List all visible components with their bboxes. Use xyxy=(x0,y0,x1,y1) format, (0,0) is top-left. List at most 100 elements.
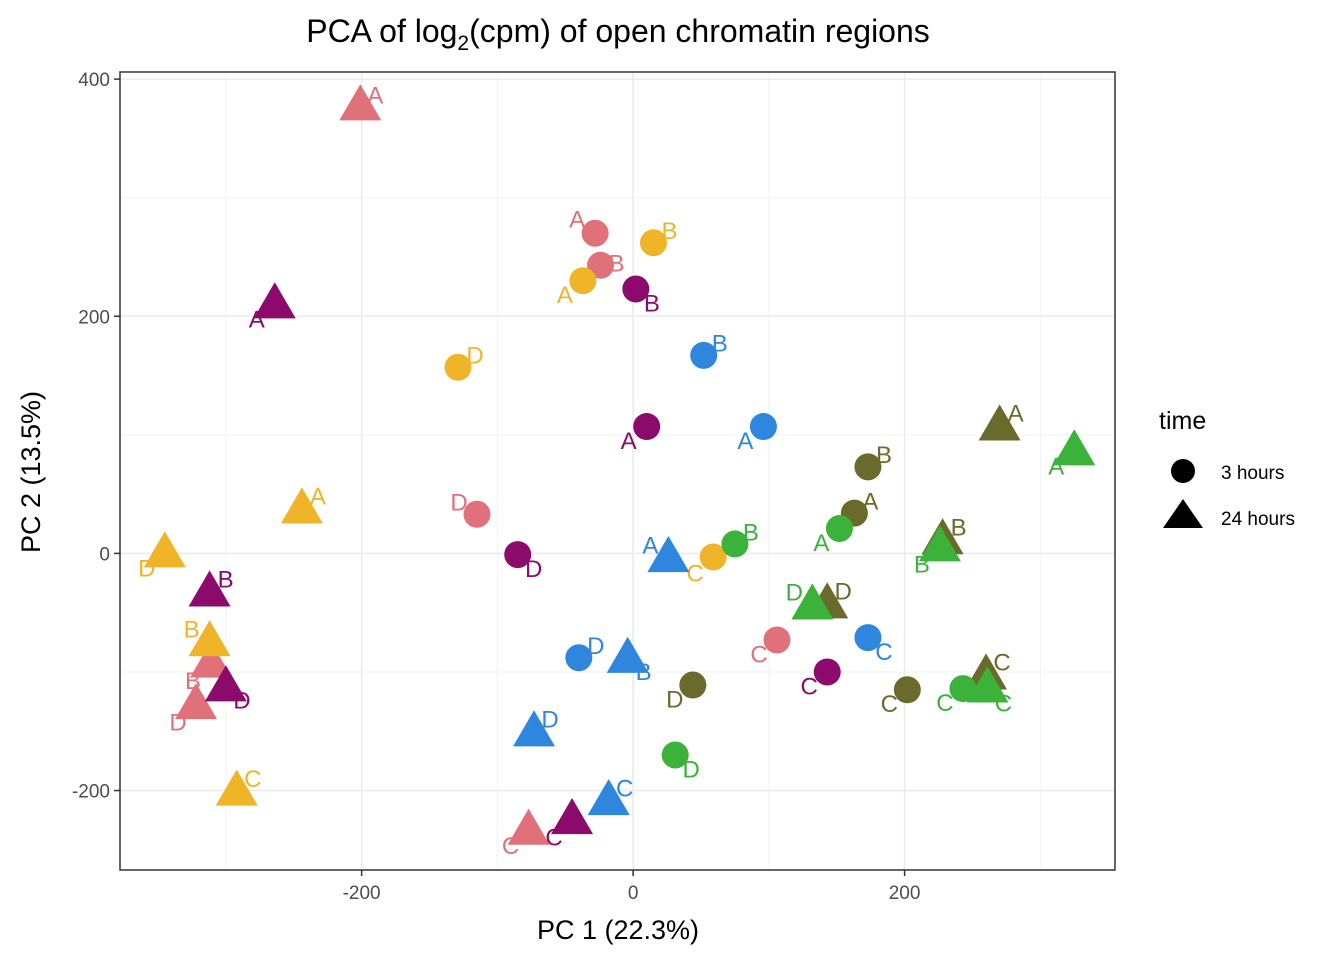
point-triangle xyxy=(507,808,550,845)
point-label: B xyxy=(951,515,967,542)
title-main: PCA of log xyxy=(306,13,457,49)
point-circle xyxy=(749,413,777,441)
point-label: D xyxy=(138,556,155,583)
legend-label-24-hours: 24 hours xyxy=(1221,509,1295,530)
point-circle xyxy=(721,530,749,558)
point-label: D xyxy=(587,633,604,660)
gridlines xyxy=(120,72,1115,870)
point-triangle xyxy=(204,665,247,702)
point-circle xyxy=(622,275,650,303)
point-circle xyxy=(825,515,853,543)
point-label: D xyxy=(541,707,558,734)
point-label: B xyxy=(876,442,892,469)
legend-triangle-symbol xyxy=(1163,499,1203,528)
point-label: A xyxy=(569,207,585,234)
point-label: D xyxy=(169,709,186,736)
point-label: D xyxy=(835,579,852,606)
point-circle xyxy=(854,624,882,652)
x-tick-label: 200 xyxy=(889,883,921,904)
point-label: D xyxy=(525,556,542,583)
point-circle xyxy=(633,413,661,441)
point-label: C xyxy=(750,641,767,668)
point-label: C xyxy=(995,691,1012,718)
point-triangle xyxy=(587,779,630,816)
point-label: B xyxy=(743,519,759,546)
point-triangle xyxy=(188,570,231,607)
point-label: C xyxy=(993,650,1010,677)
point-triangle xyxy=(339,84,382,121)
point-circle xyxy=(854,453,882,481)
point-circle xyxy=(893,676,921,704)
point-label: C xyxy=(616,775,633,802)
point-circle xyxy=(813,658,841,686)
x-axis-ticks: -200 0 200 xyxy=(343,870,921,904)
point-circle xyxy=(949,675,977,703)
legend-circle-symbol xyxy=(1171,459,1195,483)
point-circle xyxy=(690,341,718,369)
point-circle xyxy=(763,626,791,654)
point-triangle xyxy=(175,682,218,720)
point-label: A xyxy=(737,428,753,455)
y-axis-title: PC 2 (13.5%) xyxy=(16,391,46,553)
point-circle xyxy=(463,500,491,528)
point-label: D xyxy=(786,580,803,607)
point-label: C xyxy=(502,833,519,860)
point-triangle xyxy=(978,404,1021,441)
y-tick-label: 200 xyxy=(78,307,110,328)
point-label: C xyxy=(936,690,953,717)
point-circle xyxy=(679,671,707,699)
chart-title: PCA of log2(cpm) of open chromatin regio… xyxy=(306,13,930,55)
point-label: B xyxy=(644,290,660,317)
point-label: A xyxy=(621,428,637,455)
point-circle xyxy=(444,353,472,381)
legend-title: time xyxy=(1159,407,1206,435)
point-label: A xyxy=(557,282,573,309)
point-circle xyxy=(699,543,727,571)
point-label: A xyxy=(1008,401,1024,428)
x-tick-label: -200 xyxy=(343,883,381,904)
point-label: A xyxy=(642,532,658,559)
point-label: C xyxy=(801,673,818,700)
x-tick-label: 0 xyxy=(628,883,639,904)
point-label: C xyxy=(875,639,892,666)
y-tick-label: 400 xyxy=(78,70,110,91)
point-label: A xyxy=(367,83,383,110)
point-circle xyxy=(639,229,667,257)
point-triangle xyxy=(918,525,961,562)
point-label: B xyxy=(609,251,625,278)
point-label: B xyxy=(636,659,652,686)
point-circle xyxy=(661,741,689,769)
point-label: A xyxy=(310,484,326,511)
point-triangle xyxy=(606,636,649,673)
point-circle xyxy=(504,541,532,569)
point-label: C xyxy=(244,766,261,793)
point-triangle xyxy=(647,535,690,573)
y-axis-ticks: -200 0 200 400 xyxy=(72,70,120,803)
point-triangle xyxy=(189,641,232,678)
point-triangle xyxy=(513,710,556,747)
point-label: B xyxy=(914,552,930,579)
point-label: D xyxy=(466,343,483,370)
point-label: B xyxy=(184,616,200,643)
point-label: C xyxy=(881,691,898,718)
point-triangle xyxy=(966,666,1009,703)
y-tick-label: 0 xyxy=(99,544,110,565)
point-label: D xyxy=(666,686,683,713)
point-label: D xyxy=(683,756,700,783)
plot-frame xyxy=(119,71,1116,871)
point-label: A xyxy=(813,530,829,557)
title-subscript: 2 xyxy=(457,32,469,55)
point-label: C xyxy=(545,824,562,851)
point-label: B xyxy=(661,218,677,245)
point-triangle xyxy=(253,282,296,319)
point-triangle xyxy=(188,620,231,657)
point-circle xyxy=(565,644,593,672)
point-triangle xyxy=(1053,429,1096,466)
point-label: A xyxy=(249,307,265,334)
point-label: B xyxy=(712,331,728,358)
legend-label-3-hours: 3 hours xyxy=(1221,463,1284,484)
point-triangle xyxy=(280,487,323,524)
point-circle xyxy=(569,267,597,295)
